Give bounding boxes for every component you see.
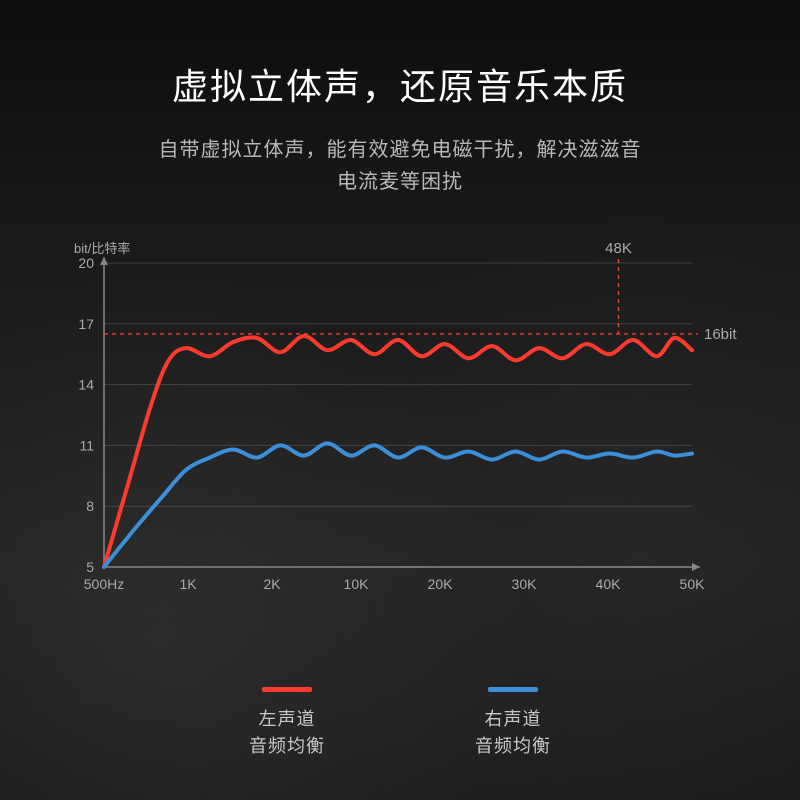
legend-label-left: 左声道 音频均衡 [249,706,325,760]
legend-left-channel: 左声道 音频均衡 [249,687,325,760]
svg-text:48K: 48K [605,240,632,257]
svg-text:40K: 40K [596,576,622,592]
svg-text:20: 20 [78,255,94,271]
svg-text:16bit: 16bit [704,326,737,343]
legend-right-channel: 右声道 音频均衡 [475,687,551,760]
svg-text:50K: 50K [680,576,706,592]
page-title: 虚拟立体声，还原音乐本质 [0,0,800,110]
svg-text:10K: 10K [344,576,370,592]
svg-text:30K: 30K [512,576,538,592]
legend-swatch-right [488,687,538,692]
svg-text:8: 8 [86,498,94,514]
svg-text:20K: 20K [428,576,454,592]
svg-text:1K: 1K [179,576,197,592]
subtitle-line-1: 自带虚拟立体声，能有效避免电磁干扰，解决滋滋音 [159,139,642,161]
subtitle-line-2: 电流麦等困扰 [337,171,463,193]
svg-text:bit/比特率: bit/比特率 [74,241,130,256]
svg-text:5: 5 [86,559,94,575]
legend-label-right: 右声道 音频均衡 [475,706,551,760]
page-subtitle: 自带虚拟立体声，能有效避免电磁干扰，解决滋滋音 电流麦等困扰 [0,134,800,198]
svg-text:2K: 2K [263,576,281,592]
legend-swatch-left [262,687,312,692]
svg-text:500Hz: 500Hz [84,576,124,592]
svg-text:11: 11 [79,437,94,453]
line-chart: 5 8 11 14 17 20bit/比特率 500Hz 1K 2K 10K 20K 30K 40K 50… [68,235,748,605]
svg-text:17: 17 [78,316,94,332]
svg-text:14: 14 [78,377,94,393]
chart-container: 5 8 11 14 17 20bit/比特率 500Hz 1K 2K 10K 20K 30K 40K 50… [68,235,748,605]
chart-legend: 左声道 音频均衡 右声道 音频均衡 [0,687,800,760]
